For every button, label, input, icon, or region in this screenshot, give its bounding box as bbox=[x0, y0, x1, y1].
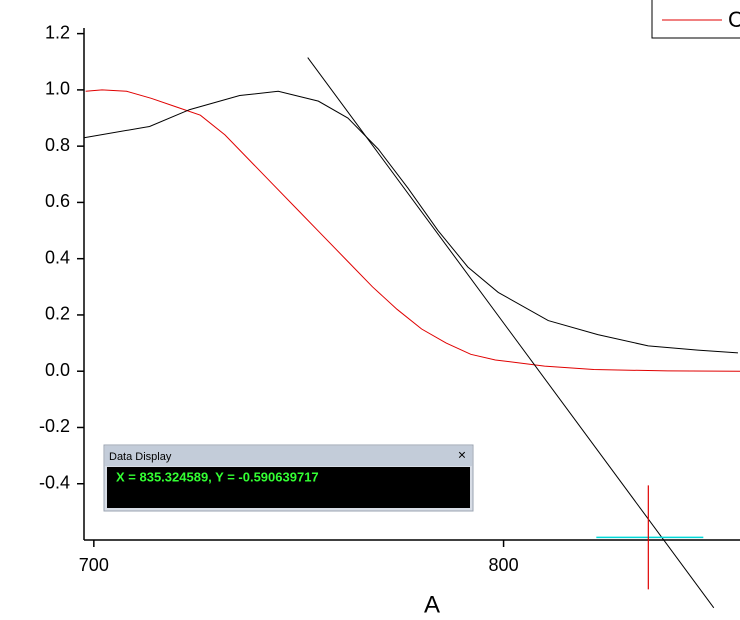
y-tick-label: 0.6 bbox=[45, 191, 70, 211]
y-tick-label: 0.4 bbox=[45, 247, 70, 267]
line-series bbox=[307, 57, 715, 609]
x-tick-label: 700 bbox=[79, 555, 109, 575]
y-tick-label: 0.8 bbox=[45, 135, 70, 155]
y-tick-label: 0.0 bbox=[45, 360, 70, 380]
legend-label: C bbox=[728, 7, 740, 32]
line-series bbox=[83, 90, 738, 354]
y-tick-label: 1.2 bbox=[45, 22, 70, 42]
window-title: Data Display bbox=[109, 451, 172, 463]
window-titlebar bbox=[105, 446, 472, 466]
plot-area: 1.2 1.0 0.8 0.6 0.4 0.2 0.0 -0.2 -0.4 700 800 bbox=[39, 22, 740, 609]
y-tick-label: -0.2 bbox=[39, 416, 70, 436]
x-axis-title: A bbox=[424, 591, 440, 618]
data-display-window: Data Display × X = 835.324589, Y = -0.59… bbox=[103, 444, 474, 512]
line-series bbox=[85, 89, 740, 372]
legend-box bbox=[651, 0, 740, 39]
legend: C bbox=[651, 0, 740, 39]
display-text: X = 835.324589, Y = -0.590639717 bbox=[116, 469, 319, 484]
y-tick-label: -0.4 bbox=[39, 472, 70, 492]
x-tick-label: 800 bbox=[489, 555, 519, 575]
close-button[interactable]: × bbox=[458, 447, 466, 463]
window-content bbox=[107, 467, 470, 508]
y-tick-label: 0.2 bbox=[45, 304, 70, 324]
y-tick-label: 1.0 bbox=[45, 79, 70, 99]
